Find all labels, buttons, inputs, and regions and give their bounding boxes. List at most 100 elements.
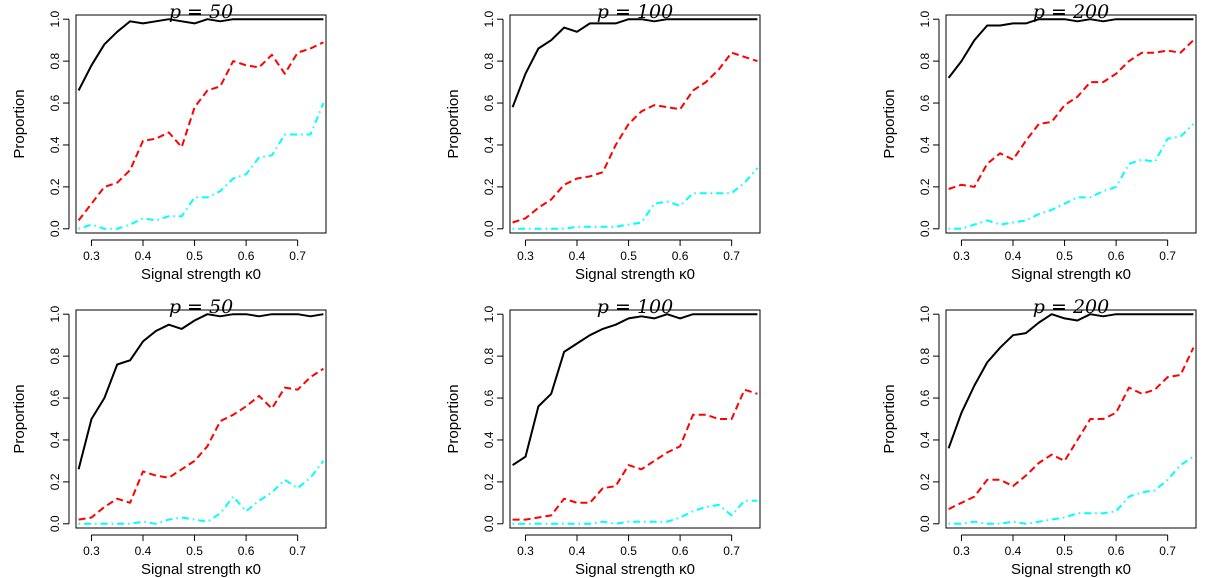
y-tick-label: 0.4 bbox=[482, 431, 496, 448]
y-tick-label: 0.6 bbox=[482, 389, 496, 406]
x-tick-label: 0.5 bbox=[1056, 249, 1073, 263]
x-tick-label: 0.4 bbox=[569, 544, 586, 558]
x-tick-label: 0.3 bbox=[83, 544, 100, 558]
x-tick-label: 0.7 bbox=[289, 544, 306, 558]
x-tick-label: 0.7 bbox=[289, 249, 306, 263]
y-tick-label: 1.0 bbox=[482, 11, 496, 28]
y-axis-label: Proportion bbox=[11, 89, 28, 158]
series-line-2 bbox=[948, 39, 1195, 190]
y-tick-label: 1.0 bbox=[48, 11, 62, 28]
y-tick-label: 1.0 bbox=[48, 306, 62, 323]
y-axis-label: Proportion bbox=[445, 89, 462, 158]
y-tick-label: 0.4 bbox=[48, 136, 62, 153]
x-axis-label: Signal strength κ0 bbox=[141, 266, 261, 283]
panel-title: p = 200 bbox=[1033, 296, 1109, 318]
y-tick-label: 0.2 bbox=[48, 178, 62, 195]
panel-title: p = 100 bbox=[597, 1, 673, 23]
y-axis-label: Proportion bbox=[445, 384, 462, 453]
series-line-3 bbox=[512, 499, 758, 525]
series-line-3 bbox=[948, 455, 1194, 525]
plot-frame bbox=[945, 14, 1197, 234]
x-tick-label: 0.6 bbox=[1108, 249, 1125, 263]
series-line-2 bbox=[512, 51, 758, 224]
x-tick-label: 0.4 bbox=[1005, 249, 1022, 263]
y-tick-label: 0.6 bbox=[918, 94, 932, 111]
series-line-1 bbox=[947, 18, 1194, 79]
y-tick-label: 0.8 bbox=[48, 52, 62, 69]
y-tick-label: 0.8 bbox=[482, 347, 496, 364]
x-tick-label: 0.7 bbox=[723, 249, 740, 263]
series-line-3 bbox=[512, 167, 759, 230]
y-tick-label: 0.8 bbox=[918, 347, 932, 364]
x-tick-label: 0.7 bbox=[723, 544, 740, 558]
y-tick-label: 0.8 bbox=[918, 52, 932, 69]
y-tick-label: 1.0 bbox=[918, 306, 932, 323]
x-tick-label: 0.4 bbox=[135, 249, 152, 263]
y-tick-label: 0.4 bbox=[48, 431, 62, 448]
y-tick-label: 0.0 bbox=[482, 220, 496, 237]
x-tick-label: 0.5 bbox=[1056, 544, 1073, 558]
y-tick-label: 0.0 bbox=[482, 515, 496, 532]
series-line-2 bbox=[78, 367, 324, 521]
y-axis-label: Proportion bbox=[881, 384, 898, 453]
panel-title: p = 200 bbox=[1033, 1, 1109, 23]
y-tick-label: 1.0 bbox=[918, 11, 932, 28]
y-tick-label: 0.4 bbox=[482, 136, 496, 153]
x-tick-label: 0.3 bbox=[517, 544, 534, 558]
panel-title: p = 50 bbox=[169, 296, 233, 318]
x-tick-label: 0.6 bbox=[672, 249, 689, 263]
series-line-2 bbox=[512, 388, 758, 521]
x-tick-label: 0.4 bbox=[1005, 544, 1022, 558]
x-tick-label: 0.6 bbox=[238, 544, 255, 558]
y-tick-label: 0.6 bbox=[48, 94, 62, 111]
y-tick-label: 0.2 bbox=[918, 473, 932, 490]
x-axis-label: Signal strength κ0 bbox=[575, 561, 695, 578]
series-line-3 bbox=[78, 460, 325, 525]
chart-panel: p = 200 0.0 0.2 0.4 0.6 0.8 1.0 0.3 0.4 0.5 0.6 0.7… bbox=[881, 1, 1197, 283]
x-tick-label: 0.6 bbox=[1108, 544, 1125, 558]
y-tick-label: 0.6 bbox=[918, 389, 932, 406]
panel-title: p = 50 bbox=[169, 1, 233, 23]
series-line-1 bbox=[77, 18, 324, 91]
y-tick-label: 1.0 bbox=[482, 306, 496, 323]
y-tick-label: 0.2 bbox=[48, 473, 62, 490]
x-tick-label: 0.3 bbox=[953, 544, 970, 558]
plot-frame bbox=[945, 309, 1197, 529]
x-axis-label: Signal strength κ0 bbox=[575, 266, 695, 283]
x-tick-label: 0.5 bbox=[620, 249, 637, 263]
plot-frame bbox=[509, 309, 761, 529]
series-line-3 bbox=[948, 123, 1195, 230]
y-tick-label: 0.2 bbox=[482, 178, 496, 195]
panel-title: p = 100 bbox=[597, 296, 673, 318]
x-axis-label: Signal strength κ0 bbox=[1011, 561, 1131, 578]
y-tick-label: 0.6 bbox=[482, 94, 496, 111]
x-tick-label: 0.5 bbox=[620, 544, 637, 558]
series-line-2 bbox=[77, 41, 324, 222]
x-tick-label: 0.4 bbox=[135, 544, 152, 558]
plot-frame bbox=[509, 14, 761, 234]
x-tick-label: 0.7 bbox=[1159, 249, 1176, 263]
x-tick-label: 0.3 bbox=[953, 249, 970, 263]
series-line-1 bbox=[512, 313, 758, 466]
y-tick-label: 0.8 bbox=[482, 52, 496, 69]
y-tick-label: 0.2 bbox=[482, 473, 496, 490]
chart-panel: p = 50 0.0 0.2 0.4 0.6 0.8 1.0 0.3 0.4 0.5 0.6 0.7 P… bbox=[11, 1, 327, 283]
y-tick-label: 0.0 bbox=[48, 515, 62, 532]
plot-frame bbox=[75, 14, 327, 234]
y-tick-label: 0.0 bbox=[918, 220, 932, 237]
y-tick-label: 0.2 bbox=[918, 178, 932, 195]
y-tick-label: 0.0 bbox=[48, 220, 62, 237]
series-line-1 bbox=[77, 313, 324, 470]
y-axis-label: Proportion bbox=[881, 89, 898, 158]
y-tick-label: 0.8 bbox=[48, 347, 62, 364]
chart-panel: p = 200 0.0 0.2 0.4 0.6 0.8 1.0 0.3 0.4 0.5 0.6 0.7… bbox=[881, 296, 1197, 578]
chart-panel: p = 50 0.0 0.2 0.4 0.6 0.8 1.0 0.3 0.4 0.5 0.6 0.7 P… bbox=[11, 296, 327, 578]
x-tick-label: 0.3 bbox=[83, 249, 100, 263]
y-tick-label: 0.0 bbox=[918, 515, 932, 532]
chart-panel: p = 100 0.0 0.2 0.4 0.6 0.8 1.0 0.3 0.4 0.5 0.6 0.7… bbox=[445, 1, 761, 283]
series-line-1 bbox=[511, 18, 758, 108]
x-tick-label: 0.6 bbox=[238, 249, 255, 263]
y-tick-label: 0.6 bbox=[48, 389, 62, 406]
y-tick-label: 0.4 bbox=[918, 136, 932, 153]
